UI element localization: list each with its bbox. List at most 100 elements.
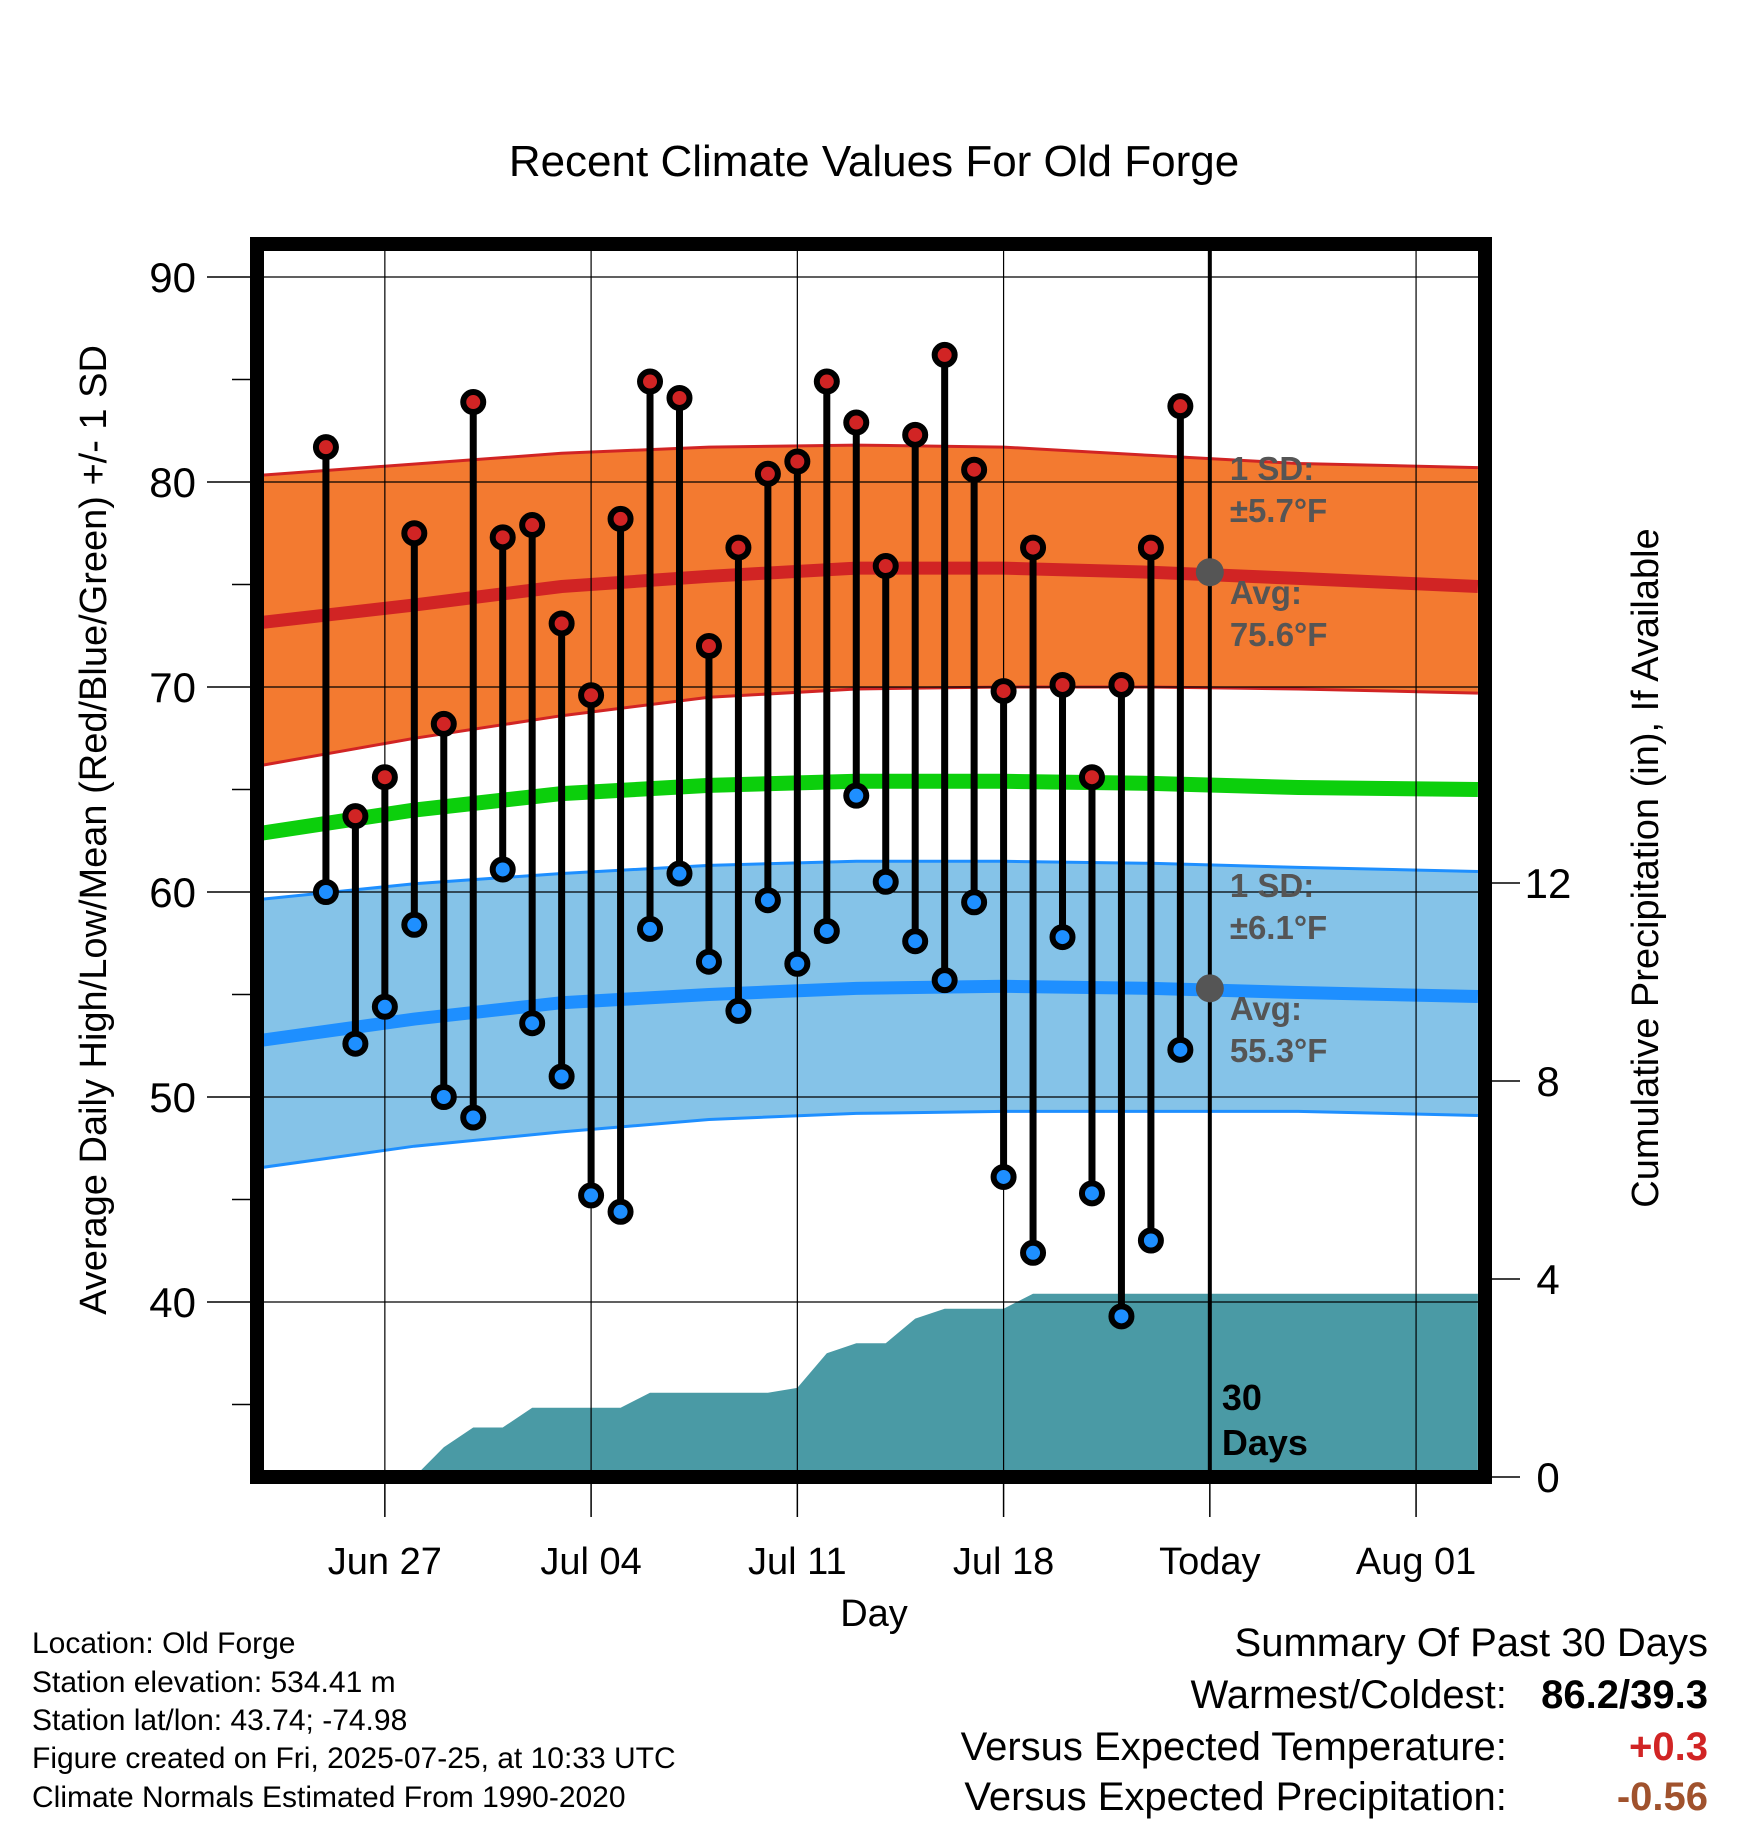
high-temp-point (813, 368, 840, 395)
low-temp-point (1108, 1303, 1135, 1330)
high-temp-point (489, 524, 516, 551)
y-tick-label: 60 (149, 869, 196, 916)
high-temp-point (1137, 534, 1164, 561)
x-tick-label: Today (1159, 1541, 1260, 1583)
temp-label: Versus Expected Temperature: (960, 1725, 1507, 1769)
low-temp-point (342, 1030, 369, 1057)
high-temp-point (401, 520, 428, 547)
high-temp-point (371, 764, 398, 791)
elevation-text: Station elevation: 534.41 m (32, 1666, 396, 1699)
precip-value: -0.56 (1616, 1775, 1708, 1819)
high-sd-upper-line (252, 443, 1478, 478)
low-temp-point (872, 868, 899, 895)
low-temp-point (489, 856, 516, 883)
low-avg-value: 55.3°F (1230, 1032, 1328, 1069)
low-temp-point (902, 928, 929, 955)
high-sd-value: ±5.7°F (1230, 492, 1327, 529)
low-temp-point (460, 1104, 487, 1131)
low-temp-point (430, 1084, 457, 1110)
low-sd-lower-line (252, 1109, 1478, 1171)
low-temp-point (401, 911, 428, 938)
plot-frame (250, 237, 1492, 1484)
high-temp-point (754, 460, 781, 487)
low-avg-marker (1195, 974, 1224, 1003)
high-temp-point (843, 409, 870, 436)
low-temp-point (666, 860, 693, 887)
high-temp-point (1108, 671, 1135, 698)
low-sd-upper-line (252, 859, 1478, 902)
high-temp-point (430, 710, 457, 737)
y2-tick-label: 0 (1536, 1454, 1559, 1501)
high-temp-point (460, 389, 487, 416)
high-temp-point (695, 633, 722, 659)
high-temp-point (548, 610, 575, 637)
y-tick-label: 80 (149, 459, 196, 506)
precip-area (296, 1293, 1478, 1477)
y2-tick-label: 4 (1536, 1256, 1559, 1303)
low-temp-point (784, 950, 811, 977)
summary-warm-cold: Warmest/Coldest: 86.2/39.3 (1191, 1671, 1709, 1719)
summary-precip: Versus Expected Precipitation: -0.56 (964, 1773, 1708, 1821)
low-temp-point (931, 967, 958, 994)
low-temp-point (1020, 1239, 1047, 1266)
high-temp-point (961, 456, 988, 483)
normals-text: Climate Normals Estimated From 1990-2020 (32, 1781, 626, 1814)
y-tick-label: 40 (149, 1279, 196, 1326)
high-temp-point (902, 421, 929, 448)
location-text: Location: Old Forge (32, 1627, 296, 1660)
high-temp-point (578, 682, 605, 709)
high-temp-point (990, 678, 1017, 705)
high-avg-label: Avg: (1230, 574, 1302, 611)
x-tick-label: Jul 04 (540, 1541, 641, 1583)
low-temp-point (725, 997, 752, 1024)
x-tick-label: Jun 27 (328, 1541, 442, 1583)
high-temp-point (1020, 534, 1047, 561)
low-sd-label: 1 SD: (1230, 867, 1314, 904)
low-temp-point (519, 1010, 546, 1037)
chart-title: Recent Climate Values For Old Forge (509, 137, 1239, 186)
temp-value: +0.3 (1629, 1725, 1708, 1769)
low-temp-point (813, 917, 840, 944)
y-tick-label: 90 (149, 254, 196, 301)
low-temp-point (637, 915, 664, 942)
low-temp-point (990, 1163, 1017, 1190)
created-text: Figure created on Fri, 2025-07-25, at 10… (32, 1742, 676, 1775)
high-temp-point (342, 803, 369, 830)
y2-tick-label: 8 (1536, 1058, 1559, 1105)
y-tick-label: 70 (149, 664, 196, 711)
high-temp-point (725, 534, 752, 561)
x-tick-label: Jul 11 (748, 1541, 847, 1583)
high-temp-point (1078, 764, 1105, 791)
high-temp-point (784, 448, 811, 475)
high-temp-point (607, 505, 634, 532)
high-temp-point (1167, 393, 1194, 420)
y-tick-label: 50 (149, 1074, 196, 1121)
summary-temp: Versus Expected Temperature: +0.3 (961, 1723, 1708, 1771)
x-tick-label: Aug 01 (1356, 1541, 1476, 1583)
latlon-text: Station lat/lon: 43.74; -74.98 (32, 1704, 408, 1737)
low-temp-point (1167, 1036, 1194, 1063)
low-sd-value: ±6.1°F (1230, 909, 1327, 946)
high-temp-point (637, 368, 664, 395)
x-tick-label: Jul 18 (953, 1541, 1054, 1583)
warm-cold-label: Warmest/Coldest: (1190, 1673, 1507, 1717)
high-temp-point (931, 341, 958, 368)
low-temp-point (548, 1063, 575, 1090)
high-avg-value: 75.6°F (1230, 616, 1328, 653)
low-temp-point (695, 948, 722, 975)
y2-tick-label: 12 (1525, 860, 1572, 907)
warm-cold-value: 86.2/39.3 (1541, 1673, 1708, 1717)
x-axis-label: Day (840, 1593, 908, 1635)
high-temp-point (312, 434, 339, 461)
high-sd-label: 1 SD: (1230, 450, 1314, 487)
low-temp-point (843, 782, 870, 809)
low-temp-point (607, 1198, 634, 1225)
y2-axis-label: Cumulative Precipitation (in), If Availa… (1625, 528, 1667, 1207)
low-temp-point (371, 993, 398, 1020)
low-temp-point (1049, 924, 1076, 951)
high-temp-point (872, 553, 899, 580)
low-avg-line (251, 979, 1479, 1049)
low-temp-point (1078, 1180, 1105, 1207)
y-axis-label: Average Daily High/Low/Mean (Red/Blue/Gr… (73, 345, 115, 1315)
low-temp-point (961, 889, 988, 916)
